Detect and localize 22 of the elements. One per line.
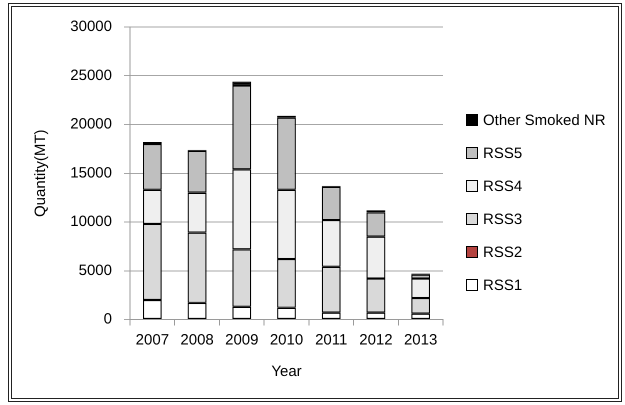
y-axis-title: Quantity(MT) xyxy=(32,129,50,218)
y-tick-label: 0 xyxy=(104,310,112,328)
y-tick-label: 10000 xyxy=(70,213,112,230)
x-tick-label: 2012 xyxy=(359,332,393,349)
y-tick-label: 5000 xyxy=(78,262,112,279)
legend-label: RSS2 xyxy=(483,244,522,262)
legend-label: RSS3 xyxy=(483,211,522,228)
x-tick-label: 2007 xyxy=(136,332,170,349)
x-axis-title: Year xyxy=(271,363,302,380)
legend-label: RSS5 xyxy=(483,145,522,162)
y-tick-label: 20000 xyxy=(70,116,112,133)
x-tick-label: 2013 xyxy=(404,332,438,349)
legend-label: RSS4 xyxy=(483,178,522,196)
legend-label: RSS1 xyxy=(483,277,522,294)
x-tick-label: 2009 xyxy=(225,332,258,349)
y-tick-label: 25000 xyxy=(70,66,112,84)
legend-label: Other Smoked NR xyxy=(483,112,606,130)
x-tick-label: 2008 xyxy=(180,332,214,349)
y-tick-label: 15000 xyxy=(70,164,112,182)
x-tick-label: 2010 xyxy=(270,332,304,349)
y-tick-label: 30000 xyxy=(70,18,112,36)
x-tick-label: 2011 xyxy=(315,332,348,349)
